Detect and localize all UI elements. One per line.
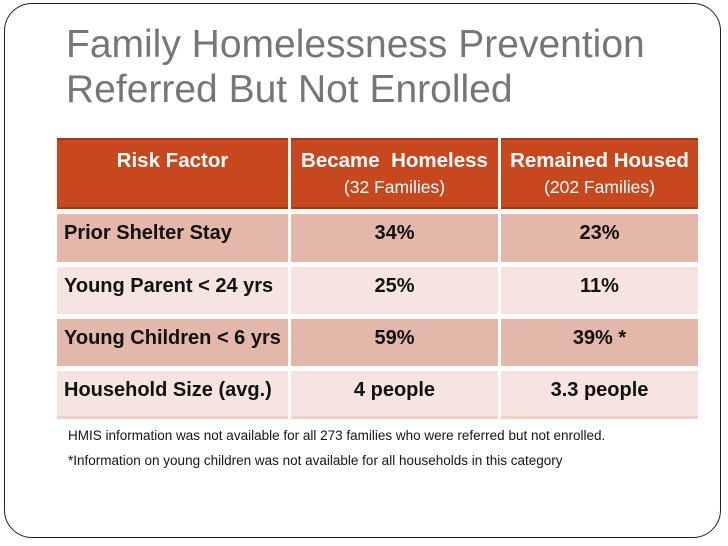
footnote-young-children: *Information on young children was not a… — [68, 452, 563, 468]
remained-housed-cell: 3.3 people — [501, 371, 698, 419]
risk-factor-cell: Prior Shelter Stay — [57, 214, 288, 262]
footnote-hmis: HMIS information was not available for a… — [68, 428, 606, 443]
remained-housed-cell: 11% — [501, 267, 698, 314]
column-header-subtitle: (32 Families) — [343, 177, 446, 197]
page-title: Family Homelessness Prevention Referred … — [66, 22, 645, 112]
column-header-remained-housed: Remained Housed (202 Families) — [501, 138, 698, 209]
column-header-label: Remained Housed — [510, 149, 689, 172]
column-header-label: Became Homeless — [301, 149, 488, 172]
column-header-label: Risk Factor — [116, 149, 229, 172]
title-line-2: Referred But Not Enrolled — [66, 68, 513, 111]
remained-housed-cell: 39% * — [501, 319, 698, 366]
became-homeless-cell: 59% — [291, 319, 498, 366]
became-homeless-cell: 34% — [291, 214, 498, 262]
became-homeless-cell: 25% — [291, 267, 498, 314]
column-header-subtitle: (202 Families) — [544, 177, 655, 197]
column-header-became-homeless: Became Homeless (32 Families) — [291, 138, 498, 209]
column-header-risk-factor: Risk Factor — [57, 138, 288, 209]
remained-housed-cell: 23% — [501, 214, 698, 262]
risk-factor-cell: Household Size (avg.) — [57, 371, 288, 419]
title-line-1: Family Homelessness Prevention — [66, 23, 645, 66]
footnotes: HMIS information was not available for a… — [68, 424, 605, 473]
risk-factor-cell: Young Children < 6 yrs — [57, 319, 288, 366]
became-homeless-cell: 4 people — [291, 371, 498, 419]
risk-factor-table: Risk Factor Became Homeless (32 Families… — [57, 138, 698, 419]
risk-factor-cell: Young Parent < 24 yrs — [57, 267, 288, 314]
